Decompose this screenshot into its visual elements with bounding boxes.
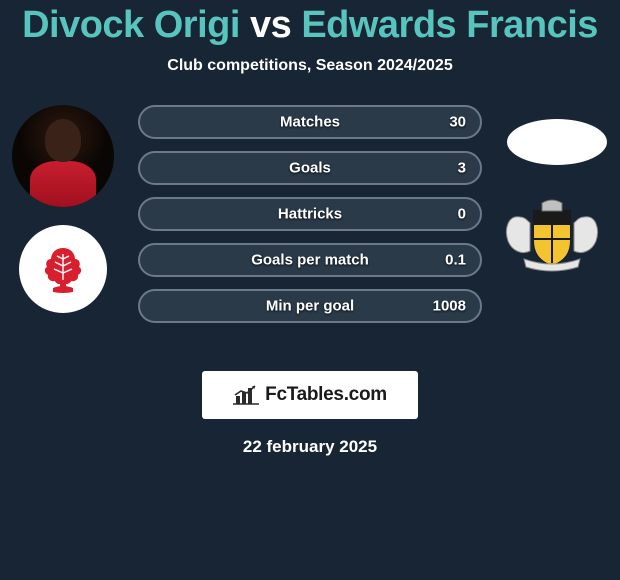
player2-photo-placeholder [507, 119, 607, 165]
comparison-area: Matches 30 Goals 3 Hattricks 0 Goals per… [0, 105, 620, 365]
right-column [502, 105, 612, 275]
player2-club-logo [502, 189, 602, 275]
stat-row-hattricks: Hattricks 0 [138, 197, 482, 231]
stat-row-goals-per-match: Goals per match 0.1 [138, 243, 482, 277]
player1-club-logo [19, 225, 107, 313]
stat-label: Hattricks [278, 206, 342, 223]
stat-right-value: 0 [458, 206, 466, 223]
left-column [8, 105, 118, 313]
title-player2: Edwards Francis [301, 4, 598, 46]
stat-label: Matches [280, 114, 340, 131]
stat-label: Min per goal [266, 298, 354, 315]
brand-name: FcTables.com [265, 384, 387, 406]
stat-right-value: 0.1 [445, 252, 466, 269]
stat-label: Goals per match [251, 252, 369, 269]
stat-row-goals: Goals 3 [138, 151, 482, 185]
stat-right-value: 3 [458, 160, 466, 177]
stat-row-min-per-goal: Min per goal 1008 [138, 289, 482, 323]
date-label: 22 february 2025 [0, 437, 620, 457]
stat-right-value: 1008 [433, 298, 466, 315]
stats-list: Matches 30 Goals 3 Hattricks 0 Goals per… [138, 105, 482, 335]
brand-badge: FcTables.com [202, 371, 418, 419]
title-vs: vs [250, 4, 291, 46]
title-player1: Divock Origi [22, 4, 240, 46]
stat-right-value: 30 [449, 114, 466, 131]
header: Divock Origi vs Edwards Francis Club com… [0, 0, 620, 75]
page-title: Divock Origi vs Edwards Francis [0, 4, 620, 47]
chart-icon [233, 384, 259, 406]
subtitle: Club competitions, Season 2024/2025 [0, 57, 620, 75]
forest-logo-icon [41, 244, 85, 294]
player1-photo [12, 105, 114, 207]
stat-label: Goals [289, 160, 331, 177]
stat-row-matches: Matches 30 [138, 105, 482, 139]
